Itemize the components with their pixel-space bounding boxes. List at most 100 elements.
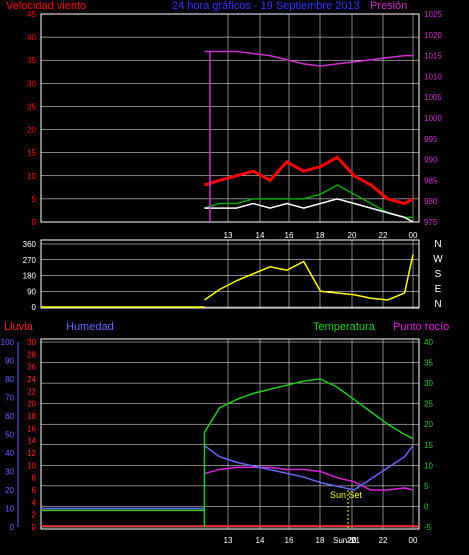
pressure-ytick: 1000 bbox=[424, 114, 442, 123]
temp-xtick: 20 bbox=[348, 536, 357, 545]
temp-series-humidity bbox=[204, 444, 414, 491]
temp-ytick: 10 bbox=[424, 461, 433, 470]
rain-ytick: 24 bbox=[27, 375, 36, 384]
grid-layer bbox=[17, 13, 419, 529]
tick-label-layer: 0510152025303540459759809859909951000100… bbox=[1, 10, 444, 545]
wind-xtick: 16 bbox=[285, 231, 294, 240]
rain-ytick: 4 bbox=[32, 498, 37, 507]
temp-series-dewpoint bbox=[204, 466, 414, 491]
compass-label: E bbox=[435, 284, 442, 295]
wind-ytick: 40 bbox=[27, 33, 36, 42]
wind-xtick: 00 bbox=[409, 231, 418, 240]
rain-ytick: 18 bbox=[27, 412, 36, 421]
compass-label: N bbox=[434, 299, 441, 310]
wind-series-wind bbox=[204, 155, 414, 206]
rain-ytick: 10 bbox=[27, 461, 36, 470]
rain-ytick: 28 bbox=[27, 350, 36, 359]
temp-ytick: 25 bbox=[424, 400, 433, 409]
rain-ytick: 6 bbox=[32, 486, 37, 495]
direction-series bbox=[204, 254, 414, 301]
sun-marker-20: 20 bbox=[347, 536, 356, 545]
sunset-label: Sun Set bbox=[330, 490, 363, 500]
temp-xtick: 16 bbox=[285, 536, 294, 545]
rain-ytick: 30 bbox=[27, 338, 36, 347]
humidity-ytick: 60 bbox=[5, 412, 14, 421]
sun-marker-21: 21 bbox=[351, 536, 360, 545]
temperature-label: Temperatura bbox=[313, 321, 376, 333]
wind-ytick: 10 bbox=[27, 172, 36, 181]
dewpoint-label: Punto rocío bbox=[393, 321, 449, 333]
wind-series-gust bbox=[204, 198, 414, 223]
temp-ytick: 30 bbox=[424, 379, 433, 388]
temp-series-temperature bbox=[203, 378, 414, 440]
humidity-ytick: 100 bbox=[1, 338, 15, 347]
rain-ytick: 16 bbox=[27, 424, 36, 433]
direction-ytick: 90 bbox=[27, 287, 36, 296]
pressure-axis-label: Presión bbox=[370, 0, 407, 12]
wind-plot-frame bbox=[40, 13, 420, 223]
temp-ytick: 0 bbox=[424, 502, 429, 511]
direction-ytick: 270 bbox=[23, 256, 37, 265]
compass-label: N bbox=[434, 239, 441, 250]
direction-ytick: 0 bbox=[32, 303, 37, 312]
wind-ytick: 25 bbox=[27, 102, 36, 111]
temp-xtick: 18 bbox=[316, 536, 325, 545]
compass-label: W bbox=[433, 254, 443, 265]
wind-ytick: 5 bbox=[32, 195, 37, 204]
pressure-ytick: 1015 bbox=[424, 52, 442, 61]
wind-ytick: 20 bbox=[27, 126, 36, 135]
temp-ytick: 40 bbox=[424, 338, 433, 347]
humidity-label: Humedad bbox=[66, 321, 114, 333]
pressure-ytick: 990 bbox=[424, 156, 438, 165]
rain-ytick: 22 bbox=[27, 387, 36, 396]
humidity-ytick: 50 bbox=[5, 431, 14, 440]
rain-ytick: 14 bbox=[27, 437, 36, 446]
wind-ytick: 45 bbox=[27, 10, 36, 19]
humidity-ytick: 70 bbox=[5, 394, 14, 403]
direction-ytick: 180 bbox=[23, 272, 37, 281]
pressure-ytick: 985 bbox=[424, 176, 438, 185]
rain-ytick: 0 bbox=[32, 523, 37, 532]
temp-ytick: 5 bbox=[424, 482, 429, 491]
humidity-ytick: 0 bbox=[10, 523, 15, 532]
temp-xtick: 00 bbox=[409, 536, 418, 545]
wind-ytick: 0 bbox=[32, 218, 37, 227]
rain-ytick: 12 bbox=[27, 449, 36, 458]
humidity-ytick: 90 bbox=[5, 357, 14, 366]
temp-xtick: 14 bbox=[256, 536, 265, 545]
direction-plot-frame bbox=[40, 239, 420, 309]
temp-ytick: 15 bbox=[424, 441, 433, 450]
pressure-ytick: 1020 bbox=[424, 31, 442, 40]
rain-ytick: 26 bbox=[27, 363, 36, 372]
pressure-ytick: 995 bbox=[424, 135, 438, 144]
temp-ytick: -5 bbox=[424, 523, 432, 532]
sun-marker-label: Sun bbox=[333, 536, 347, 545]
wind-series-avg bbox=[204, 184, 413, 219]
temp-xtick: 22 bbox=[379, 536, 388, 545]
wind-ytick: 35 bbox=[27, 56, 36, 65]
temp-xtick: 13 bbox=[224, 536, 233, 545]
pressure-ytick: 980 bbox=[424, 197, 438, 206]
wind-xtick: 13 bbox=[224, 231, 233, 240]
direction-ytick: 360 bbox=[23, 240, 37, 249]
wind-ytick: 30 bbox=[27, 79, 36, 88]
wind-axis-label: Velocidad viento bbox=[6, 0, 86, 12]
pressure-ytick: 975 bbox=[424, 218, 438, 227]
wind-ytick: 15 bbox=[27, 149, 36, 158]
wind-series-pressure bbox=[204, 50, 413, 67]
wind-xtick: 18 bbox=[316, 231, 325, 240]
temperature-plot-frame bbox=[40, 338, 420, 530]
humidity-ytick: 10 bbox=[5, 505, 14, 514]
humidity-ytick: 40 bbox=[5, 449, 14, 458]
pressure-ytick: 1005 bbox=[424, 93, 442, 102]
series-layer bbox=[41, 50, 419, 529]
humidity-ytick: 30 bbox=[5, 468, 14, 477]
rain-label: Lluvia bbox=[4, 321, 34, 333]
rain-ytick: 8 bbox=[32, 474, 37, 483]
wind-xtick: 14 bbox=[256, 231, 265, 240]
wind-xtick: 20 bbox=[348, 231, 357, 240]
pressure-ytick: 1010 bbox=[424, 72, 442, 81]
pressure-ytick: 1025 bbox=[424, 10, 442, 19]
rain-ytick: 2 bbox=[32, 511, 37, 520]
humidity-ytick: 80 bbox=[5, 375, 14, 384]
